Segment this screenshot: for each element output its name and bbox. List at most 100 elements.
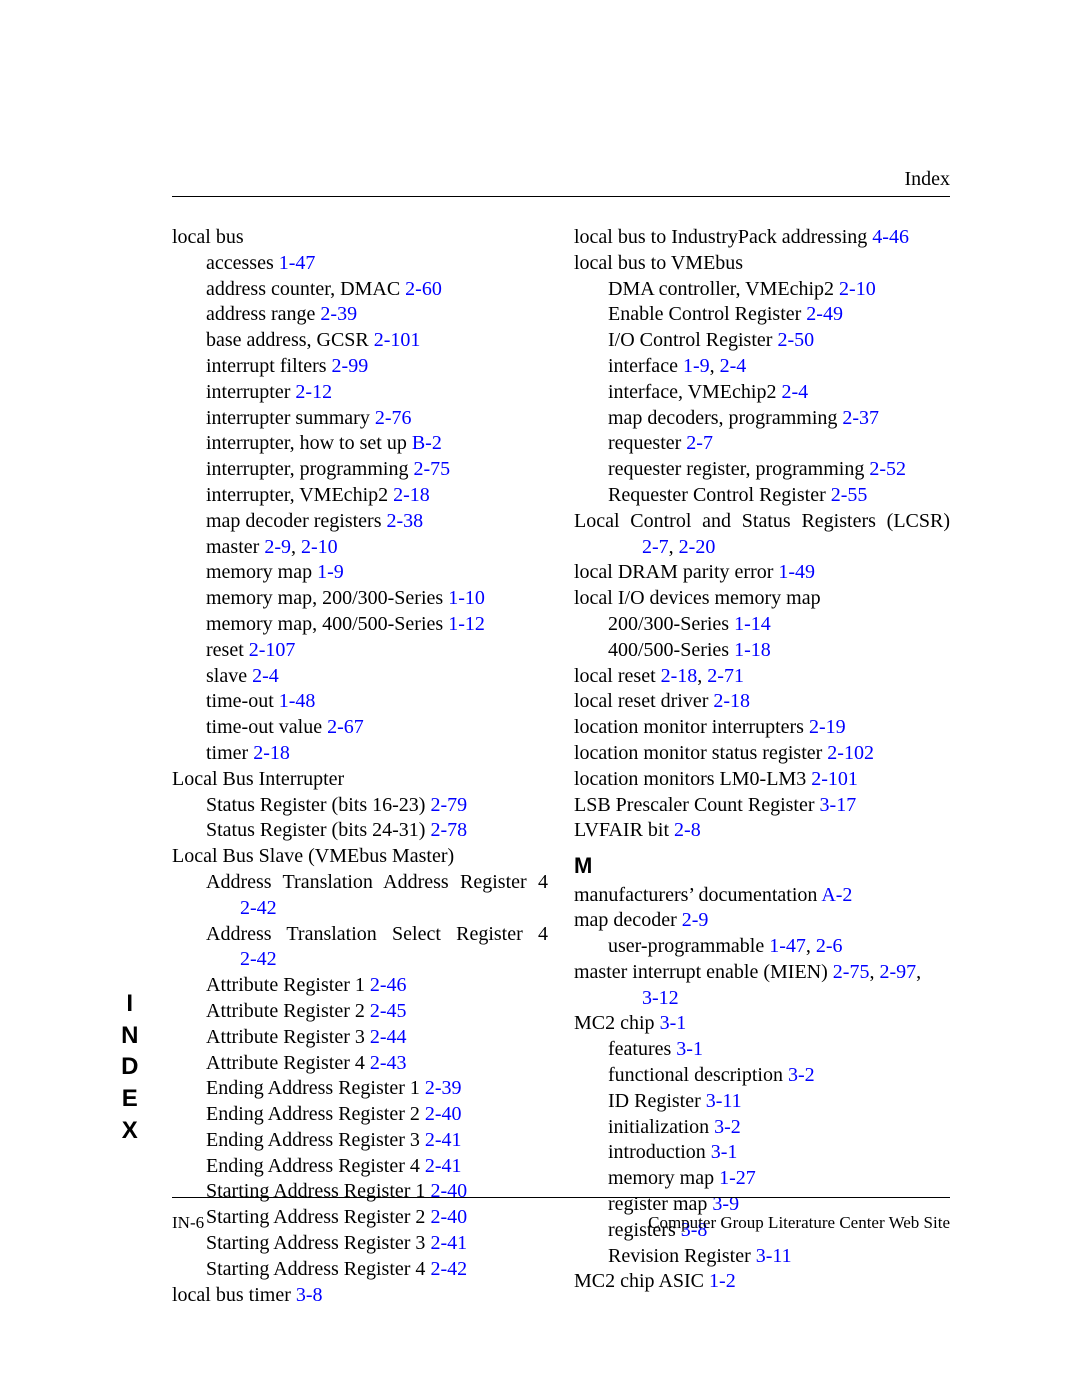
page-reference[interactable]: 1-9 bbox=[317, 561, 344, 583]
page-reference[interactable]: 2-50 bbox=[777, 329, 814, 351]
page-reference[interactable]: 1-27 bbox=[719, 1167, 756, 1189]
page-reference[interactable]: 2-75 bbox=[833, 961, 870, 983]
page-reference[interactable]: 2-42 bbox=[240, 897, 277, 919]
page-reference[interactable]: 1-9 bbox=[683, 355, 710, 377]
index-entry: Attribute Register 2 2-45 bbox=[172, 999, 548, 1025]
page-reference[interactable]: 2-4 bbox=[781, 381, 808, 403]
page-reference[interactable]: 2-6 bbox=[816, 935, 843, 957]
index-entry: Starting Address Register 3 2-41 bbox=[172, 1231, 548, 1257]
page-reference[interactable]: A-2 bbox=[821, 884, 852, 906]
index-entry: Starting Address Register 4 2-42 bbox=[172, 1257, 548, 1283]
page-reference[interactable]: 2-42 bbox=[430, 1258, 467, 1280]
page-reference[interactable]: 2-10 bbox=[839, 278, 876, 300]
page-reference[interactable]: 2-45 bbox=[370, 1000, 407, 1022]
page-reference[interactable]: 2-18 bbox=[393, 484, 430, 506]
page-reference[interactable]: 2-9 bbox=[264, 536, 291, 558]
index-entry: features 3-1 bbox=[574, 1037, 950, 1063]
page-reference[interactable]: 2-37 bbox=[842, 407, 879, 429]
page-reference[interactable]: 3-11 bbox=[756, 1245, 792, 1267]
page-reference[interactable]: 2-20 bbox=[679, 536, 716, 558]
page-reference[interactable]: 2-40 bbox=[430, 1180, 467, 1202]
page-reference[interactable]: 2-40 bbox=[425, 1103, 462, 1125]
page-reference[interactable]: 3-11 bbox=[706, 1090, 742, 1112]
page-reference[interactable]: 3-8 bbox=[296, 1284, 323, 1306]
footer-site-label: Computer Group Literature Center Web Sit… bbox=[648, 1213, 950, 1233]
index-entry: LSB Prescaler Count Register 3-17 bbox=[574, 793, 950, 819]
page-reference[interactable]: 2-10 bbox=[301, 536, 338, 558]
page-reference[interactable]: 1-18 bbox=[734, 639, 771, 661]
page-reference[interactable]: 3-1 bbox=[676, 1038, 703, 1060]
page-reference[interactable]: 2-46 bbox=[370, 974, 407, 996]
page-reference[interactable]: 2-19 bbox=[809, 716, 846, 738]
page-reference[interactable]: 2-71 bbox=[707, 665, 744, 687]
index-entry: requester 2-7 bbox=[574, 431, 950, 457]
index-entry: Status Register (bits 16-23) 2-79 bbox=[172, 793, 548, 819]
page-reference[interactable]: 1-47 bbox=[769, 935, 806, 957]
page-reference[interactable]: 3-2 bbox=[714, 1116, 741, 1138]
page-reference[interactable]: 4-46 bbox=[872, 226, 909, 248]
page-reference[interactable]: 2-79 bbox=[430, 794, 467, 816]
page-reference[interactable]: 2-67 bbox=[327, 716, 364, 738]
page-reference[interactable]: 2-38 bbox=[386, 510, 423, 532]
index-entry: Attribute Register 1 2-46 bbox=[172, 973, 548, 999]
page-reference[interactable]: 2-49 bbox=[806, 303, 843, 325]
page-reference[interactable]: 2-8 bbox=[674, 819, 701, 841]
page-reference[interactable]: 2-41 bbox=[430, 1232, 467, 1254]
page-reference[interactable]: 1-48 bbox=[279, 690, 316, 712]
page-reference[interactable]: 1-10 bbox=[448, 587, 485, 609]
page-reference[interactable]: 2-78 bbox=[430, 819, 467, 841]
index-entry: memory map 1-9 bbox=[172, 560, 548, 586]
page-reference[interactable]: 2-102 bbox=[827, 742, 874, 764]
page-reference[interactable]: 2-107 bbox=[249, 639, 296, 661]
index-entry: 200/300-Series 1-14 bbox=[574, 612, 950, 638]
page-reference[interactable]: 3-17 bbox=[820, 794, 857, 816]
page-reference[interactable]: 2-44 bbox=[370, 1026, 407, 1048]
index-entry: requester register, programming 2-52 bbox=[574, 457, 950, 483]
index-entry: Address Translation Select Register 4 bbox=[172, 922, 548, 948]
page-reference[interactable]: 2-40 bbox=[430, 1206, 467, 1228]
page-reference[interactable]: 2-4 bbox=[252, 665, 279, 687]
index-entry: MC2 chip 3-1 bbox=[574, 1011, 950, 1037]
page-reference[interactable]: 2-97 bbox=[879, 961, 916, 983]
page-reference[interactable]: 3-12 bbox=[642, 987, 679, 1009]
page-reference[interactable]: 1-14 bbox=[734, 613, 771, 635]
page-reference[interactable]: 2-60 bbox=[405, 278, 442, 300]
page-reference[interactable]: 2-76 bbox=[375, 407, 412, 429]
page-reference[interactable]: 2-7 bbox=[642, 536, 669, 558]
page-reference[interactable]: 3-1 bbox=[660, 1012, 687, 1034]
page-reference[interactable]: 1-2 bbox=[709, 1270, 736, 1292]
header-right: Index bbox=[904, 168, 950, 191]
page-reference[interactable]: 2-9 bbox=[682, 909, 709, 931]
index-entry: Ending Address Register 1 2-39 bbox=[172, 1076, 548, 1102]
page-reference[interactable]: 2-75 bbox=[413, 458, 450, 480]
page-reference[interactable]: 2-18 bbox=[661, 665, 698, 687]
page-reference[interactable]: 2-18 bbox=[713, 690, 750, 712]
page-reference[interactable]: 1-49 bbox=[778, 561, 815, 583]
page-reference[interactable]: 2-101 bbox=[811, 768, 858, 790]
index-entry: Starting Address Register 2 2-40 bbox=[172, 1205, 548, 1231]
page-reference[interactable]: 2-55 bbox=[831, 484, 868, 506]
page-reference[interactable]: 1-12 bbox=[448, 613, 485, 635]
index-entry: 2-42 bbox=[172, 896, 548, 922]
page-reference[interactable]: B-2 bbox=[412, 432, 442, 454]
page-reference[interactable]: 2-18 bbox=[253, 742, 290, 764]
page-reference[interactable]: 1-47 bbox=[279, 252, 316, 274]
page-reference[interactable]: 2-4 bbox=[720, 355, 747, 377]
section-letter: M bbox=[574, 852, 950, 880]
page-reference[interactable]: 2-43 bbox=[370, 1052, 407, 1074]
page-reference[interactable]: 2-42 bbox=[240, 948, 277, 970]
page-reference[interactable]: 2-52 bbox=[869, 458, 906, 480]
page-reference[interactable]: 3-2 bbox=[788, 1064, 815, 1086]
page-reference[interactable]: 2-41 bbox=[425, 1129, 462, 1151]
page-reference[interactable]: 2-7 bbox=[686, 432, 713, 454]
page-reference[interactable]: 2-39 bbox=[425, 1077, 462, 1099]
page-reference[interactable]: 2-101 bbox=[374, 329, 421, 351]
index-entry: DMA controller, VMEchip2 2-10 bbox=[574, 277, 950, 303]
page-reference[interactable]: 2-99 bbox=[332, 355, 369, 377]
page-reference[interactable]: 3-1 bbox=[711, 1141, 738, 1163]
page-reference[interactable]: 2-12 bbox=[295, 381, 332, 403]
page-reference[interactable]: 2-41 bbox=[425, 1155, 462, 1177]
page-reference[interactable]: 2-39 bbox=[320, 303, 357, 325]
index-entry: master interrupt enable (MIEN) 2-75, 2-9… bbox=[574, 960, 950, 986]
index-entry: user-programmable 1-47, 2-6 bbox=[574, 934, 950, 960]
